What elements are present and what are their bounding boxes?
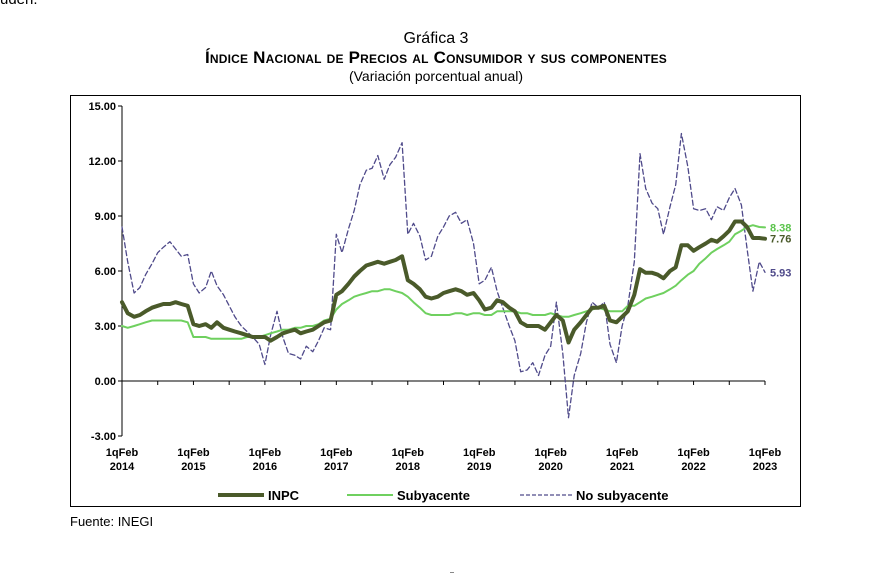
y-tick-label: 9.00 <box>95 211 116 223</box>
chart-title: Índice Nacional de Precios al Consumidor… <box>204 48 668 67</box>
x-tick-label: 1qFeb <box>320 447 353 459</box>
x-tick-label: 1qFeb <box>606 447 639 459</box>
x-tick-label: 1qFeb <box>249 447 282 459</box>
legend-label-subyacente: Subyacente <box>397 488 470 503</box>
x-tick-label: 2021 <box>610 461 634 473</box>
y-tick-label: 3.00 <box>95 321 116 333</box>
legend-label-inpc: INPC <box>268 488 300 503</box>
subyacente-last-value: 8.38 <box>770 222 791 234</box>
x-axis: 1qFeb 2014 1qFeb 2015 1qFeb 2016 1qFeb 2017 1qFe… <box>106 380 782 473</box>
chart-header: Gráfica 3 Índice Nacional de Precios al … <box>70 30 802 84</box>
x-tick-label: 2020 <box>538 461 562 473</box>
x-tick-label: 2015 <box>181 461 205 473</box>
x-tick-label: 1qFeb <box>106 447 139 459</box>
x-tick-label: 2022 <box>681 461 705 473</box>
previous-text-fragment: uden. <box>0 0 38 8</box>
line-chart: 15.00 12.00 9.00 6.00 3.00 0.00 -3.00 1qFeb 201… <box>88 101 791 503</box>
y-tick-label: 0.00 <box>95 376 116 388</box>
no-subyacente-line <box>121 132 766 419</box>
chart-subtitle: (Variación porcentual anual) <box>348 68 524 84</box>
y-axis: 15.00 12.00 9.00 6.00 3.00 0.00 -3.00 <box>88 101 123 443</box>
y-tick-label: -3.00 <box>91 431 116 443</box>
source-note: Fuente: INEGI <box>70 514 154 529</box>
series-lines <box>120 132 767 419</box>
last-value-labels: 7.768.38 5.93 <box>770 222 791 279</box>
x-tick-label: 1qFeb <box>392 447 425 459</box>
subyacente-line <box>121 224 766 340</box>
legend-label-no-subyacente: No subyacente <box>576 488 668 503</box>
chart-number: Gráfica 3 <box>403 30 469 47</box>
x-tick-label: 1qFeb <box>534 447 567 459</box>
x-tick-label: 1qFeb <box>677 447 710 459</box>
x-tick-label: 1qFeb <box>177 447 210 459</box>
inpc-last-value: 7.76 <box>770 234 791 246</box>
x-tick-label: 2014 <box>110 461 135 473</box>
y-tick-label: 6.00 <box>95 266 116 278</box>
x-tick-label: 1qFeb <box>749 447 782 459</box>
inpc-line <box>120 219 767 345</box>
chart-frame: 15.00 12.00 9.00 6.00 3.00 0.00 -3.00 1qFeb 201… <box>70 95 801 507</box>
x-tick-label: 2019 <box>467 461 491 473</box>
x-tick-label: 1qFeb <box>463 447 496 459</box>
x-tick-label: 2018 <box>396 461 420 473</box>
y-tick-label: 12.00 <box>88 156 116 168</box>
legend: INPC Subyacente No subyacente <box>218 488 668 503</box>
x-tick-label: 2023 <box>753 461 777 473</box>
no-subyacente-last-value: 5.93 <box>770 267 791 279</box>
page-mark <box>450 572 454 577</box>
x-tick-label: 2017 <box>324 461 348 473</box>
y-tick-label: 15.00 <box>88 101 116 113</box>
x-tick-label: 2016 <box>253 461 277 473</box>
